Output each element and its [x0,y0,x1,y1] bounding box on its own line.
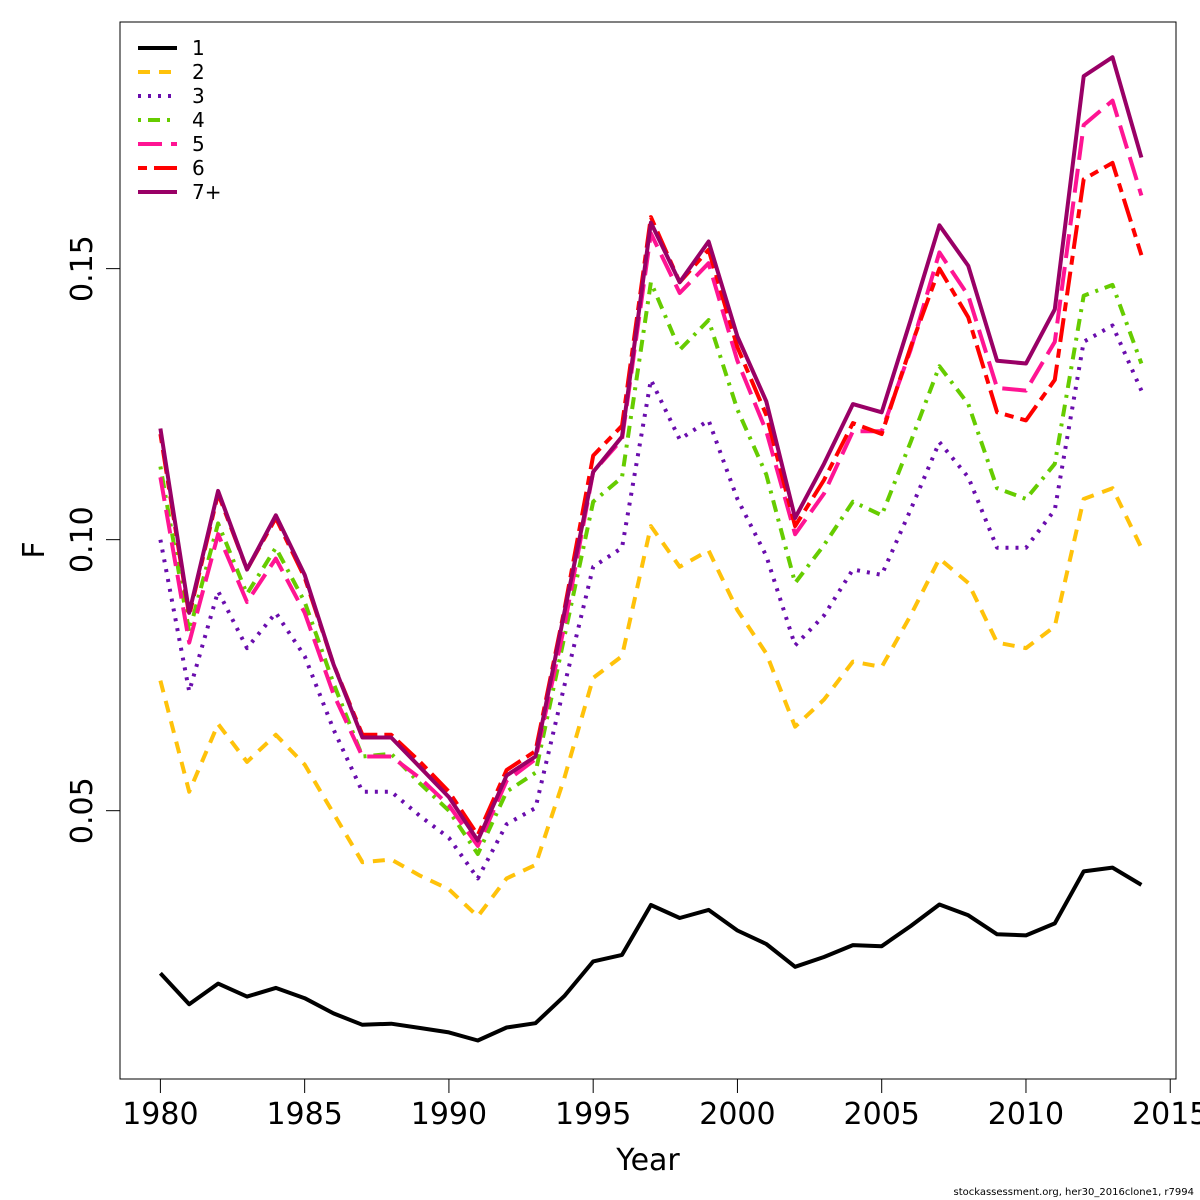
legend-label: 7+ [192,180,221,204]
x-tick-label: 1985 [266,1097,342,1132]
y-tick-label: 0.15 [65,235,100,302]
series-line-1 [158,865,1143,1043]
x-tick-label: 2010 [988,1097,1064,1132]
legend-label: 5 [192,132,205,156]
y-tick-label: 0.10 [65,506,100,573]
x-tick-label: 1995 [555,1097,631,1132]
y-axis-title: F [17,541,52,558]
series-layer [158,55,1144,1043]
x-tick-label: 2000 [699,1097,775,1132]
x-tick-label: 1990 [411,1097,487,1132]
legend-label: 1 [192,36,205,60]
x-tick-label: 2005 [844,1097,920,1132]
series-line-5 [158,98,1144,848]
x-tick-label: 1980 [122,1097,198,1132]
legend-label: 2 [192,60,205,84]
series-line-4 [158,280,1144,856]
credit-text: stockassessment.org, her30_2016clone1, r… [953,1187,1194,1198]
plot-frame [119,21,1177,1080]
series-line-7plus [158,55,1144,843]
series-line-6 [158,160,1144,838]
series-line-2 [158,486,1144,919]
y-tick-label: 0.05 [65,777,100,844]
x-tick-label: 2015 [1132,1097,1200,1132]
series-line-3 [158,323,1144,881]
x-axis-title: Year [615,1143,680,1178]
x-axis: 1980 1985 1990 1995 2000 2005 2010 2015 [122,1078,1200,1132]
legend-label: 4 [192,108,205,132]
legend-label: 3 [192,84,205,108]
y-axis: 0.05 0.10 0.15 [65,235,121,844]
legend-label: 6 [192,156,205,180]
